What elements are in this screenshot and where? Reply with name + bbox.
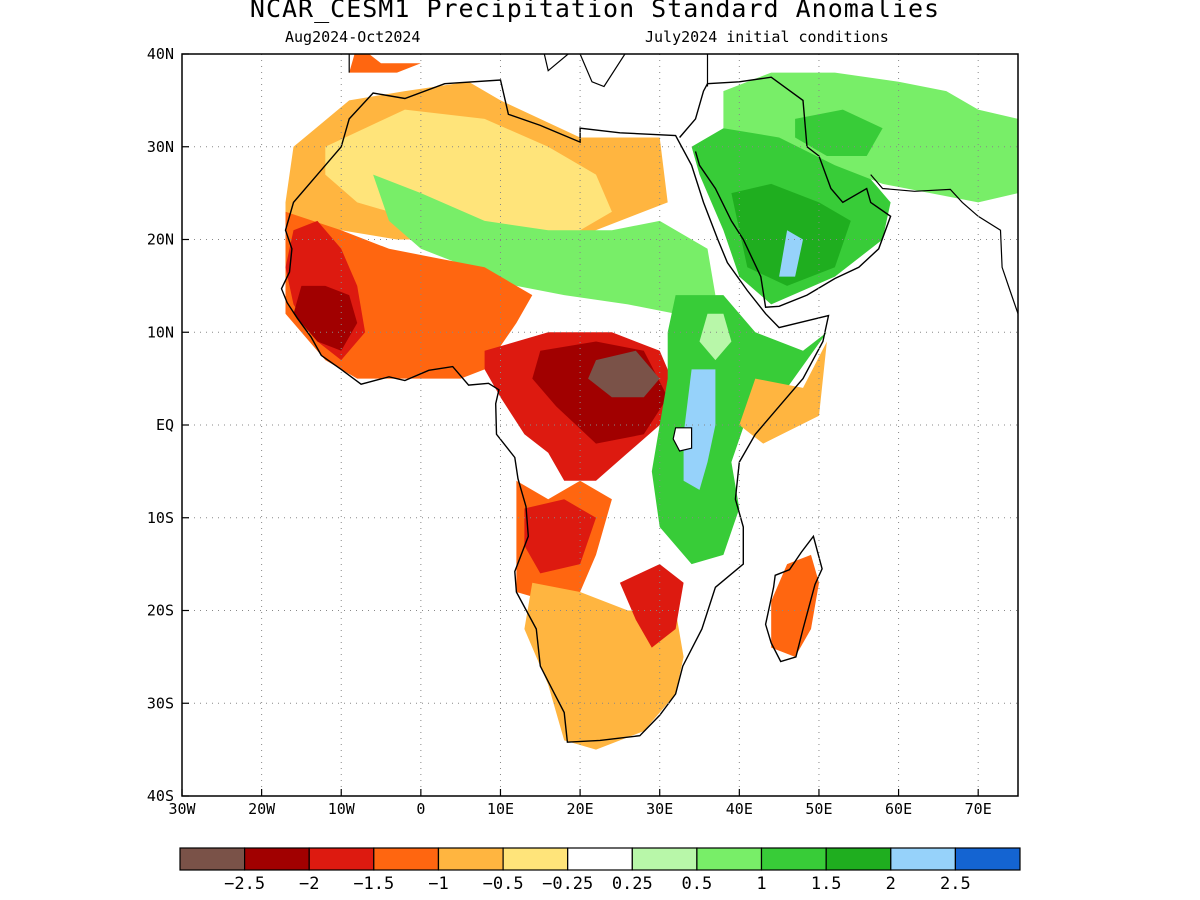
- lat-tick-label: 10N: [147, 323, 174, 341]
- colorbar-label: −1.5: [353, 874, 394, 894]
- colorbar-label: −1: [428, 874, 448, 894]
- colorbar-label: −2: [299, 874, 319, 894]
- lat-tick-label: 40N: [147, 45, 174, 63]
- colorbar-swatch: [308, 847, 375, 871]
- lat-tick-label: 10S: [147, 509, 174, 527]
- lon-tick-label: 40E: [726, 800, 753, 818]
- colorbar-label: −0.5: [483, 874, 524, 894]
- anomaly-region-east-africa-yellow: [739, 341, 827, 444]
- colorbar-swatch: [890, 847, 956, 871]
- colorbar-swatch: [760, 847, 827, 871]
- colorbar-label: 1: [756, 874, 766, 894]
- anomaly-region-guinea-darkred: [293, 285, 358, 351]
- forecast-period: Aug2024-Oct2024: [285, 28, 421, 46]
- lat-tick-label: EQ: [156, 416, 174, 434]
- initial-conditions: July2024 initial conditions: [645, 28, 889, 46]
- lon-tick-label: 0: [416, 800, 425, 818]
- anomaly-region-iran-green: [795, 109, 883, 156]
- anomaly-region-congo-brown: [588, 350, 660, 398]
- anomaly-region-zimbabwe-red: [619, 564, 684, 648]
- anomaly-region-madagascar-orange: [771, 554, 819, 657]
- gridlines: [182, 54, 1018, 796]
- lon-tick-label: 70E: [965, 800, 992, 818]
- lon-tick-label: 20E: [567, 800, 594, 818]
- colorbar-swatch: [244, 847, 310, 871]
- colorbar-swatch: [825, 847, 892, 871]
- lon-tick-label: 30E: [646, 800, 673, 818]
- colorbar-label: −0.25: [542, 874, 593, 894]
- africa-coastline: [280, 79, 830, 743]
- lat-tick-label: 30S: [147, 694, 174, 712]
- lon-tick-label: 10W: [328, 800, 356, 818]
- anomaly-region-kenya-blue: [683, 369, 716, 490]
- anomaly-region-east-africa-green: [651, 295, 827, 565]
- lon-tick-label: 30W: [168, 800, 196, 818]
- coastlines: [280, 54, 1018, 743]
- lat-tick-label: 20S: [147, 602, 174, 620]
- lon-tick-label: 60E: [885, 800, 912, 818]
- colorbar-swatch: [696, 847, 763, 871]
- colorbar-swatch: [502, 847, 569, 871]
- anomaly-region-morocco-red: [349, 54, 421, 73]
- colorbar-label: 2: [886, 874, 896, 894]
- colorbar-swatch: [373, 847, 439, 871]
- lat-tick-label: 20N: [147, 231, 174, 249]
- map-title: NCAR_CESM1 Precipitation Standard Anomal…: [249, 0, 941, 23]
- colorbar-label: −2.5: [224, 874, 265, 894]
- colorbar-label: 0.5: [682, 874, 713, 894]
- lon-tick-label: 20W: [248, 800, 276, 818]
- lon-tick-label: 50E: [805, 800, 832, 818]
- lat-tick-label: 40S: [147, 787, 174, 805]
- madagascar-coastline: [764, 534, 823, 663]
- anomaly-region-ethiopia-yellow: [699, 313, 732, 361]
- lon-tick-label: 10E: [487, 800, 514, 818]
- colorbar-swatch: [437, 847, 504, 871]
- lat-tick-label: 30N: [147, 138, 174, 156]
- colorbar-swatch: [567, 847, 633, 871]
- europe-coastline: [348, 54, 709, 88]
- asia-coastline: [870, 174, 1018, 314]
- colorbar-swatch: [179, 847, 246, 871]
- colorbar-label: 0.25: [612, 874, 653, 894]
- axis-ticks: 30W 20W 10W 0 10E 20E 30E 40E 50E 60E 70E 40N 30N 20N…: [147, 45, 992, 818]
- colorbar-swatch: [954, 847, 1021, 871]
- anomaly-region-arabia-blue: [779, 230, 803, 277]
- anomaly-regions: [285, 54, 1018, 750]
- colorbar-label: 2.5: [940, 874, 971, 894]
- lake-victoria: [672, 427, 693, 452]
- colorbar: −2.5 −2 −1.5 −1 −0.5 −0.25 0.25 0.5 1 1.5 2 2.5: [179, 847, 1021, 894]
- colorbar-swatch: [631, 847, 698, 871]
- anomaly-region-central-sahel-green: [373, 174, 716, 314]
- arabia-coastline: [679, 76, 892, 308]
- colorbar-label: 1.5: [811, 874, 842, 894]
